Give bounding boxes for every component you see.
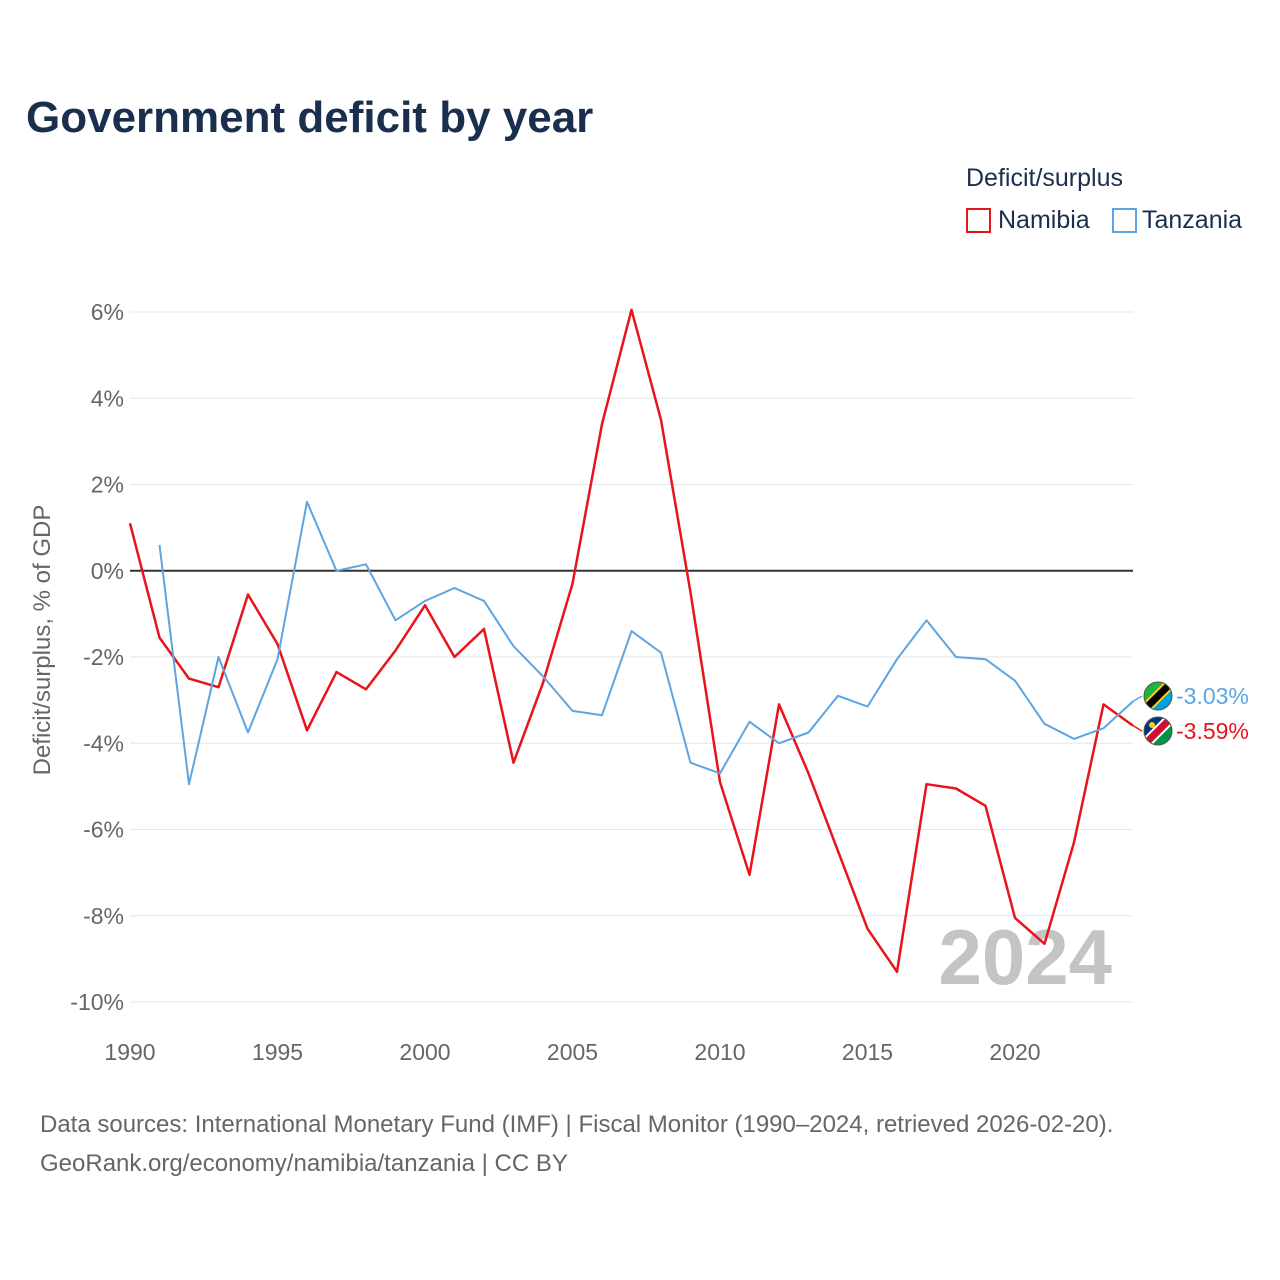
y-tick-label: -8% <box>83 903 124 929</box>
y-tick-label: 4% <box>91 385 124 411</box>
legend-label-namibia: Namibia <box>998 206 1090 234</box>
gridlines <box>130 311 1133 1003</box>
tanzania-flag-icon <box>1143 681 1173 711</box>
legend-label-tanzania: Tanzania <box>1142 206 1242 234</box>
series-line-tanzania <box>158 500 1134 786</box>
y-tick-label: -10% <box>70 989 124 1015</box>
y-tick-label: 0% <box>91 558 124 584</box>
legend-title: Deficit/surplus <box>966 164 1123 192</box>
end-connector-namibia <box>1132 724 1143 732</box>
series-line-namibia <box>128 308 1134 974</box>
x-tick-label: 2010 <box>694 1039 745 1065</box>
y-tick-label: -2% <box>83 644 124 670</box>
source-line-1: Data sources: International Monetary Fun… <box>40 1111 1113 1138</box>
namibia-flag-icon <box>1143 716 1173 746</box>
source-line-2: GeoRank.org/economy/namibia/tanzania | C… <box>40 1150 568 1177</box>
legend: Deficit/surplus Namibia Tanzania <box>966 164 1242 234</box>
series-lines <box>128 308 1134 974</box>
x-tick-label: 1990 <box>104 1039 155 1065</box>
x-tick-label: 2005 <box>547 1039 598 1065</box>
y-tick-label: -4% <box>83 730 124 756</box>
end-connector-tanzania <box>1132 695 1143 703</box>
x-tick-label: 2000 <box>399 1039 450 1065</box>
end-markers: -3.59% -3.03% <box>1132 681 1249 746</box>
legend-swatch-tanzania <box>1112 208 1137 233</box>
y-tick-label: -6% <box>83 817 124 843</box>
x-tick-label: 2015 <box>842 1039 893 1065</box>
x-tick-label: 2020 <box>989 1039 1040 1065</box>
y-tick-label: 2% <box>91 472 124 498</box>
y-axis-label: Deficit/surplus, % of GDP <box>29 505 56 776</box>
chart-title: Government deficit by year <box>26 93 593 142</box>
end-label-namibia: -3.59% <box>1176 718 1249 744</box>
x-tick-label: 1995 <box>252 1039 303 1065</box>
y-tick-labels: 6% 4% 2% 0% -2% -4% -6% -8% -10% <box>70 299 124 1015</box>
y-tick-label: 6% <box>91 299 124 325</box>
legend-swatch-namibia <box>966 208 991 233</box>
end-label-tanzania: -3.03% <box>1176 683 1249 709</box>
x-tick-labels: 1990 1995 2000 2005 2010 2015 2020 <box>104 1039 1040 1065</box>
